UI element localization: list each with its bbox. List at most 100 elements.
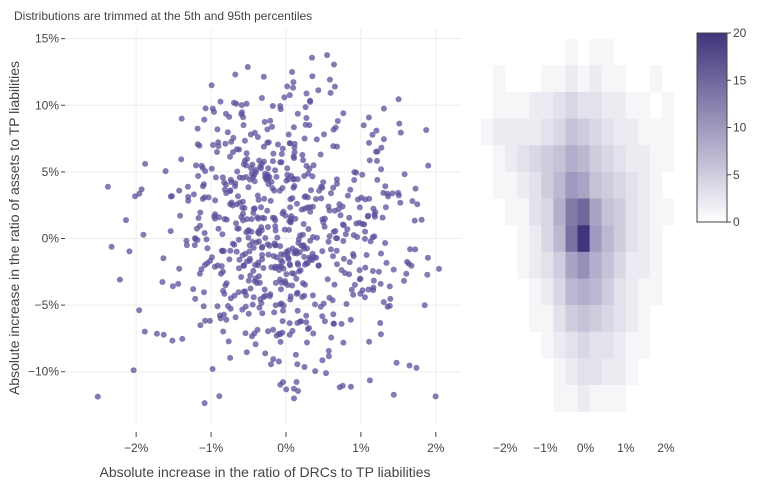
scatter-point: [265, 181, 272, 188]
scatter-point: [209, 254, 215, 261]
scatter-point: [337, 212, 344, 219]
scatter-point: [286, 92, 293, 99]
scatter-point: [278, 159, 285, 166]
scatter-point: [301, 253, 308, 260]
scatter-point: [286, 140, 293, 147]
scatter-point: [261, 118, 268, 125]
scatter-point: [233, 146, 240, 153]
scatter-point: [138, 186, 145, 193]
scatter-point: [292, 215, 299, 222]
scatter-point: [221, 216, 228, 222]
scatter-point: [401, 277, 407, 284]
scatter-point: [383, 259, 390, 266]
heatmap-cell: [601, 198, 614, 226]
scatter-point: [252, 341, 259, 348]
scatter-point: [268, 361, 274, 368]
scatter-point: [270, 356, 277, 363]
scatter-point: [340, 238, 347, 244]
scatter-point: [303, 319, 310, 326]
scatter-point: [346, 259, 353, 266]
scatter-point: [200, 303, 207, 310]
scatter-point: [235, 289, 242, 296]
scatter-point: [280, 265, 287, 272]
scatter-point: [142, 160, 149, 167]
heatmap-cell: [493, 65, 506, 93]
scatter-point: [296, 268, 303, 275]
scatter-point: [304, 204, 311, 211]
scatter-point: [221, 179, 228, 186]
scatter-point: [255, 273, 262, 280]
scatter-point: [239, 252, 246, 259]
heatmap-cell: [613, 331, 627, 359]
scatter-point: [294, 200, 300, 207]
scatter-point: [210, 142, 216, 148]
scatter-point: [409, 198, 416, 205]
scatter-point: [236, 265, 242, 272]
heatmap-cell: [613, 171, 627, 199]
scatter-point: [271, 309, 278, 316]
scatter-point: [333, 176, 340, 183]
scatter-point: [307, 97, 314, 104]
heatmap-cell: [493, 145, 506, 173]
scatter-point: [424, 271, 431, 278]
scatter-point: [333, 235, 340, 242]
scatter-point: [214, 149, 220, 155]
scatter-point: [190, 191, 197, 198]
scatter-point: [216, 393, 223, 400]
scatter-point: [218, 263, 225, 270]
heatmap-cell: [661, 91, 675, 119]
scatter-point: [361, 235, 368, 242]
scatter-point: [201, 289, 207, 296]
heatmap-cell: [565, 171, 578, 199]
scatter-point: [231, 292, 238, 299]
colorbar-tick-label: 20: [733, 26, 747, 40]
heatmap-cell: [637, 145, 651, 173]
scatter-point: [324, 276, 331, 283]
scatter-point: [259, 310, 266, 317]
scatter-point: [370, 277, 377, 284]
heatmap-cell: [529, 171, 542, 199]
heatmap-cell: [577, 198, 590, 226]
scatter-point: [413, 364, 420, 371]
heatmap-cell: [649, 118, 663, 146]
scatter-point: [239, 109, 245, 116]
scatter-point: [380, 105, 387, 112]
scatter-point: [375, 268, 382, 275]
heatmap-cell: [625, 358, 639, 386]
scatter-point: [224, 129, 231, 136]
heatmap-cell: [613, 251, 627, 279]
scatter-point: [369, 131, 376, 138]
heatmap-axes: −2% −1% 0% 1% 2%: [493, 441, 675, 455]
scatter-point: [306, 122, 313, 129]
scatter-point: [343, 301, 350, 307]
heatmap-cell: [577, 385, 590, 412]
colorbar-tick-label: 10: [733, 121, 747, 135]
scatter-point: [239, 198, 246, 205]
scatter-point: [222, 140, 229, 147]
scatter-point: [328, 334, 335, 341]
scatter-point: [436, 265, 442, 272]
heatmap-cell: [493, 118, 506, 146]
scatter-point: [351, 281, 358, 288]
scatter-point: [294, 361, 301, 368]
scatter-point: [344, 192, 351, 199]
scatter-point: [254, 192, 261, 199]
scatter-point: [283, 386, 290, 393]
heatmap-cell: [577, 145, 590, 173]
scatter-point: [299, 151, 306, 158]
scatter-point: [425, 162, 432, 169]
scatter-point: [262, 350, 269, 357]
scatter-point: [290, 84, 297, 91]
heatmap-cell: [661, 145, 675, 173]
scatter-point: [309, 54, 315, 61]
scatter-point: [289, 282, 296, 289]
heatmap-cell: [553, 305, 566, 332]
scatter-point: [270, 150, 277, 157]
scatter-point: [424, 254, 431, 261]
heatmap-cell: [625, 251, 639, 279]
scatter-point: [369, 268, 376, 274]
heatmap-cell: [577, 118, 590, 146]
scatter-point: [344, 226, 351, 233]
scatter-point: [104, 183, 111, 190]
